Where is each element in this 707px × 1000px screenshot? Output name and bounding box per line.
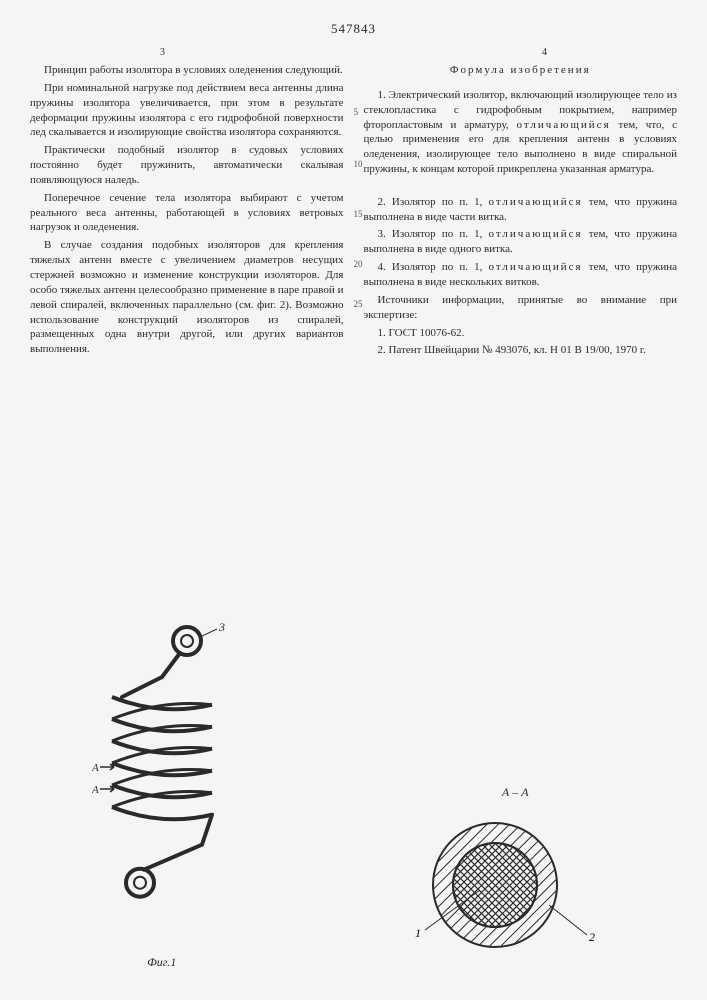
section-label: А – А xyxy=(415,784,615,800)
svg-text:1: 1 xyxy=(415,926,421,940)
claim-emphasis: отличающийся xyxy=(489,196,583,208)
paragraph: Практически подобный изолятор в судовых … xyxy=(30,143,344,188)
svg-text:3: 3 xyxy=(218,620,225,634)
figures-row: АА3 Фиг.1 А – А 12 xyxy=(0,619,707,970)
source: 1. ГОСТ 10076-62. xyxy=(364,326,678,341)
claim-text: 4. Изолятор по п. 1, xyxy=(378,261,483,273)
source: 2. Патент Швейцарии № 493076, кл. H 01 B… xyxy=(364,343,678,358)
paragraph: В случае создания подобных изоляторов дл… xyxy=(30,238,344,357)
paragraph: При номинальной нагрузке под действием в… xyxy=(30,81,344,140)
sources-heading: Источники информации, принятые во вниман… xyxy=(364,293,678,323)
claim-text: 2. Изолятор по п. 1, xyxy=(378,196,483,208)
line-number: 5 xyxy=(354,106,359,118)
figure-2: А – А 12 xyxy=(415,784,615,970)
svg-text:А: А xyxy=(92,762,99,774)
spring-diagram: АА 3 xyxy=(92,619,232,939)
svg-text:2: 2 xyxy=(589,930,595,944)
document-number: 547843 xyxy=(30,20,677,38)
svg-text:А: А xyxy=(92,784,99,796)
paragraph: Поперечное сечение тела изолятора выбира… xyxy=(30,191,344,236)
cross-section-diagram: 12 xyxy=(415,805,615,965)
page-numbers: 3 4 xyxy=(30,46,677,60)
claim: 4. Изолятор по п. 1, отличающийся тем, ч… xyxy=(364,260,678,290)
line-number: 20 xyxy=(354,258,363,270)
claims-heading: Формула изобретения xyxy=(364,63,678,78)
left-column: Принцип работы изолятора в условиях олед… xyxy=(30,63,344,361)
right-column: Формула изобретения 1. Электрический изо… xyxy=(364,63,678,361)
claim-emphasis: отличающийся xyxy=(517,119,611,131)
line-number: 25 xyxy=(354,298,363,310)
line-number: 10 xyxy=(354,158,363,170)
figure-label: Фиг.1 xyxy=(92,954,232,970)
claim-emphasis: отличающийся xyxy=(489,261,583,273)
page-left: 3 xyxy=(160,46,165,60)
line-number: 15 xyxy=(354,208,363,220)
claim-text: 3. Изолятор по п. 1, xyxy=(378,228,483,240)
page-right: 4 xyxy=(542,46,547,60)
claim: 3. Изолятор по п. 1, отличающийся тем, ч… xyxy=(364,227,678,257)
claim: 2. Изолятор по п. 1, отличающийся тем, ч… xyxy=(364,195,678,225)
claim-emphasis: отличающийся xyxy=(489,228,583,240)
figure-1: АА 3 Фиг.1 xyxy=(92,619,232,970)
claim: 1. Электрический изолятор, включающий из… xyxy=(364,88,678,177)
paragraph: Принцип работы изолятора в условиях олед… xyxy=(30,63,344,78)
